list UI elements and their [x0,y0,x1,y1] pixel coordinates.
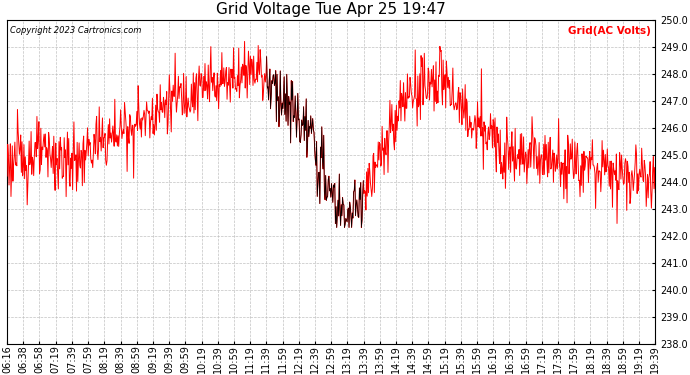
Text: Grid(AC Volts): Grid(AC Volts) [568,26,651,36]
Text: Copyright 2023 Cartronics.com: Copyright 2023 Cartronics.com [10,26,141,35]
Title: Grid Voltage Tue Apr 25 19:47: Grid Voltage Tue Apr 25 19:47 [217,2,446,17]
